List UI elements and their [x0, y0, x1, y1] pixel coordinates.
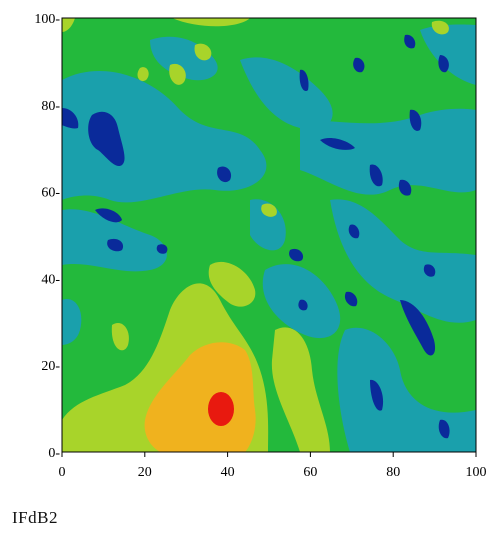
x-tick-label: 20 — [138, 465, 152, 480]
red-peak — [208, 392, 234, 426]
y-tick-label: 100- — [34, 12, 60, 27]
y-tick-label: 80- — [41, 99, 60, 114]
y-axis: 0- 20- 40- 60- 80- 100- — [34, 12, 60, 461]
y-tick-label: 20- — [41, 359, 60, 374]
x-tick-label: 100 — [466, 465, 487, 480]
x-tick-label: 60 — [303, 465, 317, 480]
orange-level-band — [144, 342, 256, 452]
x-tick-label: 0 — [59, 465, 66, 480]
y-tick-label: 0- — [48, 446, 60, 461]
teal-level-band — [62, 24, 476, 452]
plot-frame — [61, 17, 477, 453]
x-tick-label: 40 — [221, 465, 235, 480]
y-tick-label: 60- — [41, 186, 60, 201]
x-tick-label: 80 — [386, 465, 400, 480]
y-tick-label: 40- — [41, 272, 60, 287]
chart-caption: IFdB2 — [12, 508, 58, 527]
plot-area — [62, 18, 476, 452]
x-axis: 0 20 40 60 80 100 — [59, 452, 487, 480]
dark-blue-level-band — [62, 34, 450, 439]
